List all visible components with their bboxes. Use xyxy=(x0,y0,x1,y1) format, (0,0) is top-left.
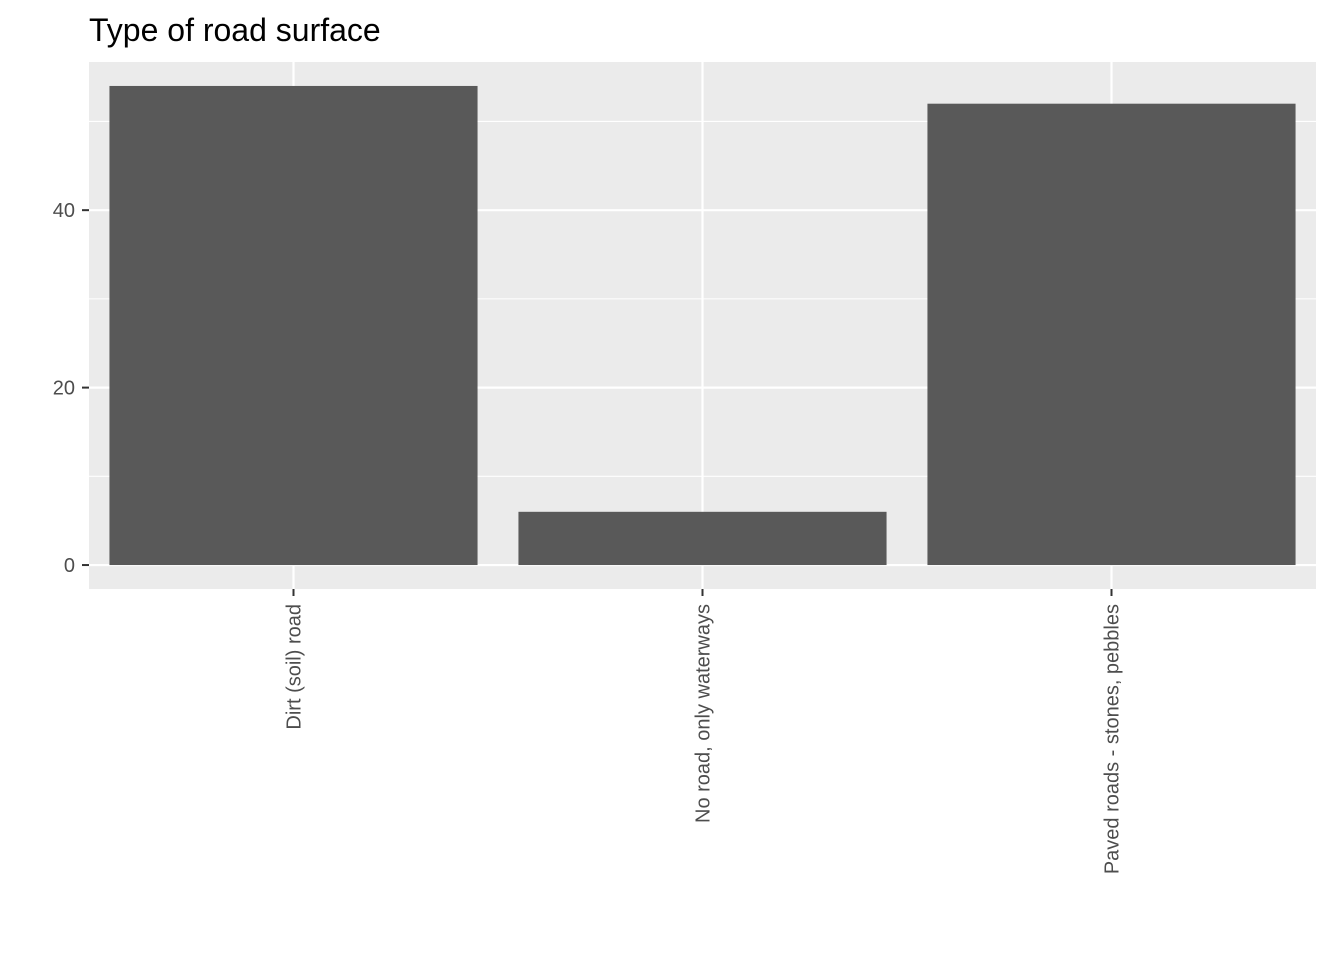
y-tick-label: 0 xyxy=(64,555,75,577)
bar xyxy=(518,511,887,566)
x-tick-label: Paved roads - stones, pebbles xyxy=(1102,604,1124,874)
x-tick-label: No road, only waterways xyxy=(693,604,715,823)
x-axis: Dirt (soil) road No road, only waterways P… xyxy=(284,589,1124,874)
bar xyxy=(109,85,478,566)
y-tick-label: 40 xyxy=(53,200,75,222)
bar xyxy=(927,103,1296,566)
y-tick-label: 20 xyxy=(53,378,75,400)
bars xyxy=(109,85,1296,566)
y-axis: 0 20 40 xyxy=(53,200,89,577)
chart-title: Type of road surface xyxy=(89,12,381,48)
x-tick-label: Dirt (soil) road xyxy=(284,604,306,730)
